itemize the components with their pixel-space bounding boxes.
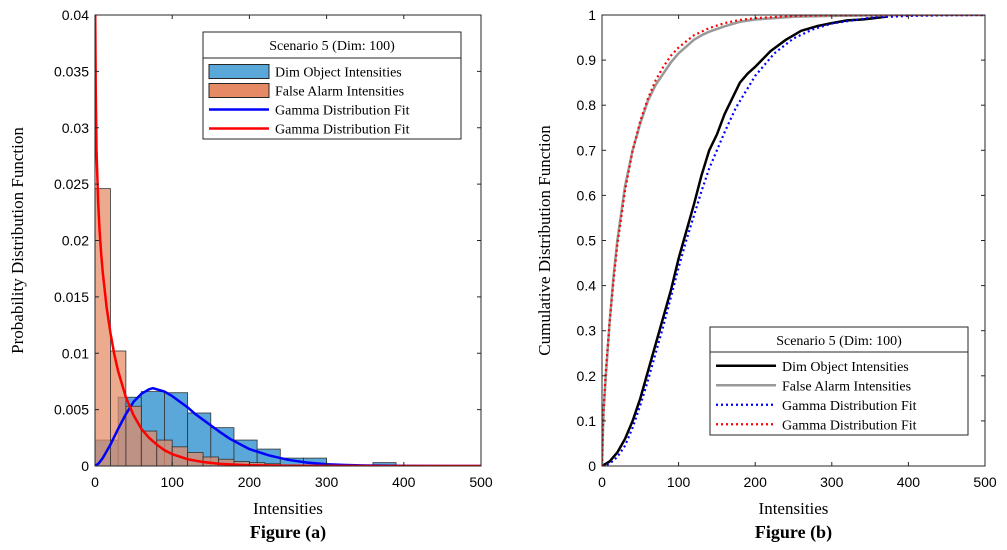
panel-a-x-tick-label-1: 100 [161, 474, 185, 490]
panel-b-legend-label-1: False Alarm Intensities [782, 379, 911, 394]
panel-a-legend-label-3: Gamma Distribution Fit [275, 123, 410, 138]
panel-b-legend-label-2: Gamma Distribution Fit [782, 399, 917, 414]
panel-b-cdf: 0 100 200 300 400 500 0 0.1 0.2 0.3 0.4 0.5 0.6 0.7 0.… [535, 7, 997, 543]
panel-b-legend-label-0: Dim Object Intensities [782, 360, 909, 375]
panel-a-series-3-line [95, 15, 481, 466]
panel-b-series-layer [602, 15, 985, 466]
panel-a-y-tick-label-0: 0 [81, 458, 89, 474]
panel-a-ticks: 0 100 200 300 400 500 0 0.005 0.01 0.015 0.02 0.025… [54, 7, 493, 490]
panel-a-legend-label-1: False Alarm Intensities [275, 85, 404, 100]
panel-b-y-tick-label-0: 0 [588, 458, 596, 474]
panel-b-y-tick-label-4: 0.4 [577, 278, 597, 294]
panel-b-y-tick-label-2: 0.2 [577, 368, 597, 384]
panel-a-x-tick-label-4: 400 [392, 474, 416, 490]
panel-a-y-tick-label-6: 0.03 [62, 120, 89, 136]
panel-b-y-tick-label-10: 1 [588, 7, 596, 23]
panel-a-caption: Figure (a) [250, 522, 326, 543]
panel-b-y-tick-label-5: 0.5 [577, 233, 597, 249]
panel-a-y-tick-label-7: 0.035 [54, 63, 89, 79]
panel-b-y-tick-label-8: 0.8 [577, 97, 597, 113]
panel-b-x-axis-label: Intensities [759, 499, 829, 518]
panel-a-y-tick-label-2: 0.01 [62, 345, 89, 361]
panel-a-legend-swatch-1 [208, 83, 270, 98]
panel-a-series-1-bar-0 [95, 188, 111, 466]
panel-b-x-tick-label-4: 400 [897, 474, 921, 490]
panel-b-ticks: 0 100 200 300 400 500 0 0.1 0.2 0.3 0.4 0.5 0.6 0.7 0.… [577, 7, 997, 490]
panel-b-legend-box [709, 326, 969, 436]
panel-b-legend-label-3: Gamma Distribution Fit [782, 418, 917, 433]
panel-b-y-axis-label: Cumulative Distribution Function [535, 125, 554, 356]
panel-b-legend-title: Scenario 5 (Dim: 100) [776, 334, 902, 349]
panel-b-y-tick-label-1: 0.1 [577, 413, 597, 429]
panel-a-legend-label-2: Gamma Distribution Fit [275, 104, 410, 119]
panel-a-legend-title: Scenario 5 (Dim: 100) [269, 39, 395, 54]
panel-a-x-tick-label-3: 300 [315, 474, 339, 490]
panel-b-y-tick-label-6: 0.6 [577, 187, 597, 203]
panel-a-series-2-line [95, 386, 481, 466]
panel-b-y-tick-label-9: 0.9 [577, 52, 597, 68]
panel-b-x-tick-label-5: 500 [973, 474, 997, 490]
panel-a-y-tick-label-8: 0.04 [62, 7, 89, 23]
panel-a-legend: Scenario 5 (Dim: 100) Dim Object Intensit… [202, 31, 462, 140]
panel-a-legend-swatch-0 [208, 64, 270, 79]
panel-a-x-axis-label: Intensities [253, 499, 323, 518]
panel-b-legend: Scenario 5 (Dim: 100) Dim Object Intensit… [709, 326, 969, 436]
panel-a-x-tick-label-0: 0 [91, 474, 99, 490]
panel-a-y-tick-label-4: 0.02 [62, 233, 89, 249]
panel-b-series-1-line [602, 15, 985, 466]
panel-b-x-tick-label-0: 0 [598, 474, 606, 490]
panel-b-caption: Figure (b) [755, 522, 832, 543]
panel-a-y-tick-label-1: 0.005 [54, 402, 89, 418]
panel-a-x-tick-label-2: 200 [238, 474, 262, 490]
panel-b-y-tick-label-3: 0.3 [577, 323, 597, 339]
panel-a-histogram-pdf: 0 100 200 300 400 500 0 0.005 0.01 0.015 0.02 0.025… [8, 7, 493, 543]
panel-b-series-3-line [602, 15, 985, 466]
panel-b-x-tick-label-3: 300 [820, 474, 844, 490]
panel-b-series-0-line [602, 15, 887, 466]
panel-b-x-tick-label-2: 200 [744, 474, 768, 490]
panel-a-y-tick-label-3: 0.015 [54, 289, 89, 305]
panel-a-series-layer [95, 15, 481, 466]
panel-a-y-tick-label-5: 0.025 [54, 176, 89, 192]
panel-b-y-tick-label-7: 0.7 [577, 142, 597, 158]
panel-b-x-tick-label-1: 100 [667, 474, 691, 490]
panel-a-y-axis-label: Probability Distribution Function [8, 127, 27, 354]
panel-a-legend-label-0: Dim Object Intensities [275, 66, 402, 81]
panel-a-x-tick-label-5: 500 [469, 474, 493, 490]
